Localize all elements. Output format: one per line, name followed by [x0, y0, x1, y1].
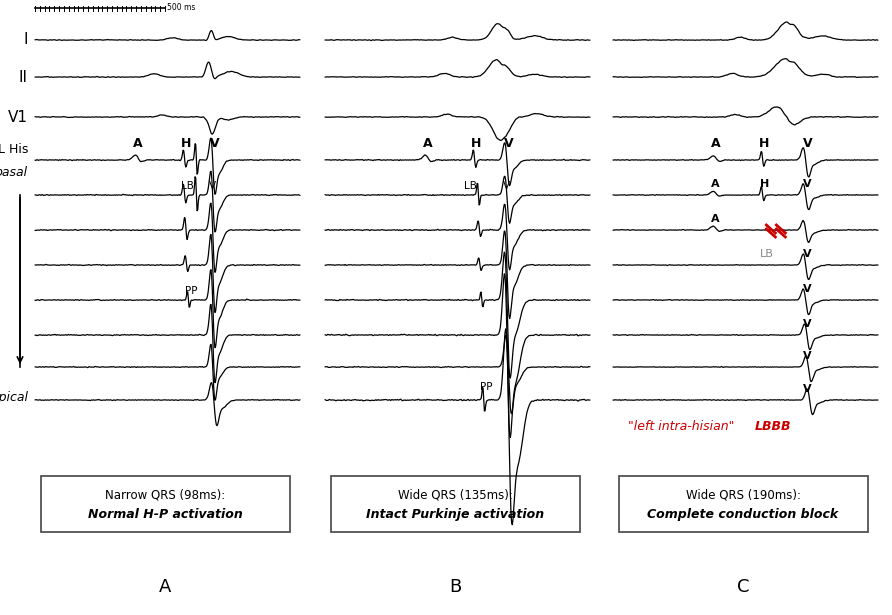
- Text: A: A: [711, 179, 720, 189]
- Text: 500 ms: 500 ms: [167, 4, 195, 12]
- Text: Normal H-P activation: Normal H-P activation: [87, 508, 243, 521]
- Text: "left intra-hisian": "left intra-hisian": [628, 421, 739, 434]
- Text: H: H: [181, 137, 192, 150]
- Text: V: V: [803, 319, 812, 329]
- Text: V: V: [209, 181, 216, 191]
- Text: L His: L His: [0, 143, 28, 156]
- Text: II: II: [19, 69, 28, 84]
- Text: V: V: [803, 284, 812, 294]
- FancyBboxPatch shape: [331, 476, 580, 532]
- Text: Narrow QRS (98ms):: Narrow QRS (98ms):: [105, 489, 225, 502]
- FancyBboxPatch shape: [618, 476, 868, 532]
- Text: LBBB: LBBB: [755, 421, 791, 434]
- FancyBboxPatch shape: [40, 476, 290, 532]
- Text: Wide QRS (190ms):: Wide QRS (190ms):: [685, 489, 800, 502]
- Text: basal: basal: [0, 166, 28, 179]
- Text: B: B: [449, 578, 461, 596]
- Text: LB: LB: [760, 249, 774, 259]
- Text: Wide QRS (135ms):: Wide QRS (135ms):: [398, 489, 512, 502]
- Text: A: A: [133, 137, 143, 150]
- Text: A: A: [711, 214, 720, 224]
- Text: A: A: [159, 578, 171, 596]
- Text: V: V: [503, 181, 510, 191]
- Text: Complete conduction block: Complete conduction block: [648, 508, 838, 521]
- Text: PP: PP: [185, 286, 197, 296]
- Text: A: A: [711, 137, 721, 150]
- Text: LB: LB: [181, 181, 194, 191]
- Text: V: V: [803, 384, 812, 394]
- Text: I: I: [23, 33, 28, 47]
- Text: PP: PP: [480, 382, 492, 392]
- Text: C: C: [737, 578, 749, 596]
- Text: A: A: [423, 137, 433, 150]
- Text: H: H: [759, 137, 770, 150]
- Text: Intact Purkinje activation: Intact Purkinje activation: [366, 508, 544, 521]
- Text: H: H: [760, 179, 769, 189]
- Text: V: V: [803, 249, 812, 259]
- Text: V: V: [803, 137, 813, 150]
- Text: LB: LB: [464, 181, 476, 191]
- Text: V: V: [803, 351, 812, 361]
- Text: H: H: [471, 137, 482, 150]
- Text: V: V: [803, 179, 812, 189]
- Text: apical: apical: [0, 392, 28, 405]
- Text: V1: V1: [8, 109, 28, 124]
- Text: V: V: [210, 137, 219, 150]
- Text: V: V: [504, 137, 514, 150]
